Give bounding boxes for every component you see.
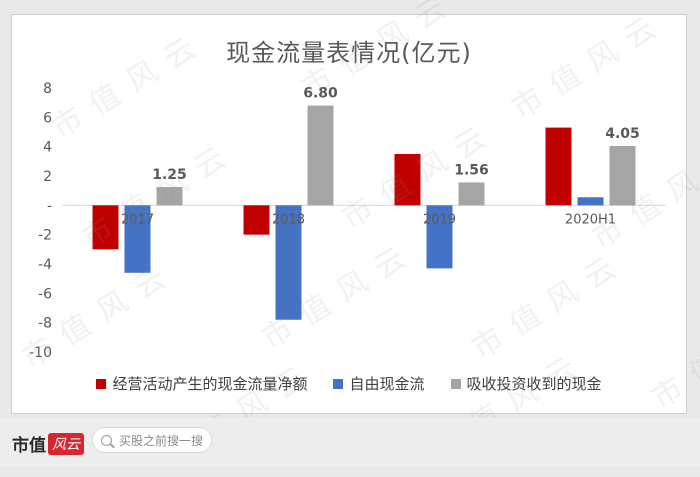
x-category-label: 2018: [272, 212, 305, 227]
legend-label: 经营活动产生的现金流量净额: [112, 375, 308, 393]
bar-1-1: [275, 205, 302, 320]
bar-0-2: [394, 154, 421, 206]
chart-legend: 经营活动产生的现金流量净额 自由现金流 吸收投资收到的现金: [12, 373, 686, 394]
bar-2-1: [307, 105, 334, 206]
legend-label: 自由现金流: [349, 375, 425, 393]
bar-1-0: [124, 205, 151, 273]
search-placeholder: 买股之前搜一搜: [119, 433, 204, 448]
y-tick-label: -8: [38, 316, 52, 332]
bar-chart: 8 6 4 2 - -2 -4 -6 -8 -10 1.25 6.80 1.56 4.05 2017 2018…: [29, 81, 666, 361]
bar-1-2: [426, 205, 453, 269]
bar-2-0: [156, 187, 183, 206]
chart-panel: 现金流量表情况(亿元) 8 6 4 2 - -2 -4 -6 -8 -10 1.25 6.80 1.56…: [11, 14, 687, 414]
bar-0-3: [545, 127, 572, 206]
search-icon: [101, 434, 112, 446]
bar-2-3: [609, 145, 636, 206]
legend-swatch-blue: [333, 378, 344, 389]
y-tick-label: -: [47, 198, 52, 214]
y-tick-label: 8: [43, 81, 52, 97]
bar-0-1: [243, 205, 270, 235]
data-label: 4.05: [605, 126, 640, 142]
x-category-label: 2020H1: [565, 212, 616, 227]
legend-item-operating-cash-flow: 经营活动产生的现金流量净额: [96, 373, 307, 394]
y-tick-label: -2: [38, 228, 52, 244]
bar-1-3: [577, 197, 604, 206]
y-tick-label: 4: [43, 140, 52, 156]
search-box[interactable]: 买股之前搜一搜: [92, 427, 212, 453]
data-label: 6.80: [303, 86, 338, 102]
x-category-label: 2019: [423, 212, 456, 227]
legend-item-free-cash-flow: 自由现金流: [333, 373, 425, 394]
legend-item-investment-cash: 吸收投资收到的现金: [450, 373, 602, 394]
brand-badge: 风云: [48, 432, 84, 455]
y-tick-label: 6: [43, 110, 52, 126]
data-label: 1.56: [454, 162, 489, 178]
y-tick-label: 2: [43, 169, 52, 185]
chart-title: 现金流量表情况(亿元): [226, 39, 472, 67]
data-label: 1.25: [152, 167, 187, 183]
bar-0-0: [92, 205, 119, 250]
legend-label: 吸收投资收到的现金: [466, 375, 602, 393]
brand-logo[interactable]: 市值 风云: [12, 431, 84, 456]
x-category-label: 2017: [121, 212, 154, 227]
bar-2-2: [458, 182, 485, 206]
legend-swatch-red: [96, 378, 107, 389]
footer-bar: 市值 风云 买股之前搜一搜: [0, 418, 700, 466]
brand-text: 市值: [12, 436, 46, 456]
legend-swatch-gray: [450, 378, 461, 389]
y-tick-label: -4: [38, 257, 52, 273]
y-tick-label: -10: [29, 345, 52, 361]
y-tick-label: -6: [38, 286, 52, 302]
